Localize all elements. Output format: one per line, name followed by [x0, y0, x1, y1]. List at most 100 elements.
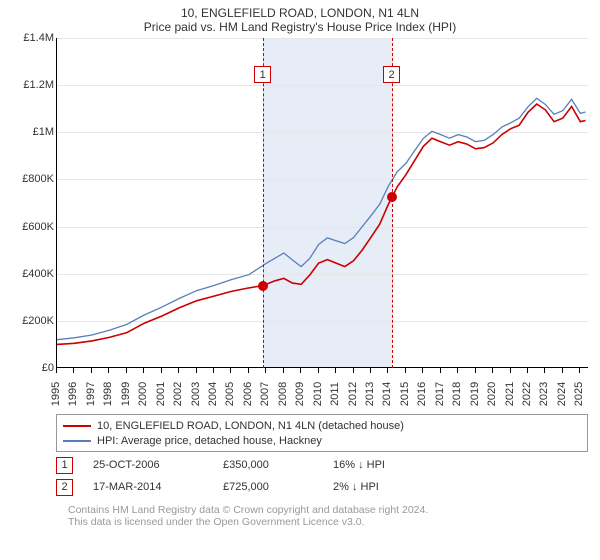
x-tick-label: 2009 [294, 382, 306, 406]
y-tick-label: £1M [33, 126, 54, 138]
x-tick-label: 2007 [259, 382, 271, 406]
x-tick-label: 1999 [120, 382, 132, 406]
legend-label: HPI: Average price, detached house, Hack… [97, 435, 322, 447]
x-tick-label: 2025 [573, 382, 585, 406]
x-tick-mark [73, 368, 74, 373]
x-tick-label: 2000 [137, 382, 149, 406]
x-tick-label: 2014 [381, 382, 393, 406]
x-tick-label: 2003 [190, 382, 202, 406]
x-tick-label: 2010 [312, 382, 324, 406]
x-tick-label: 2021 [504, 382, 516, 406]
annotation-box-1: 1 [254, 66, 271, 83]
x-tick-mark [387, 368, 388, 373]
x-tick-mark [475, 368, 476, 373]
price-row: 1 25-OCT-2006 £350,000 16% ↓ HPI [56, 454, 588, 476]
annotation-vline-2 [392, 38, 393, 368]
legend-row: 10, ENGLEFIELD ROAD, LONDON, N1 4LN (det… [63, 418, 581, 433]
x-tick-label: 1997 [85, 382, 97, 406]
x-tick-label: 2004 [207, 382, 219, 406]
footer-line2: This data is licensed under the Open Gov… [68, 516, 588, 528]
x-tick-mark [178, 368, 179, 373]
x-tick-mark [283, 368, 284, 373]
price-row-price: £350,000 [223, 459, 313, 471]
y-tick-label: £0 [42, 362, 54, 374]
series-red [57, 104, 586, 344]
legend-label: 10, ENGLEFIELD ROAD, LONDON, N1 4LN (det… [97, 420, 404, 432]
x-tick-mark [492, 368, 493, 373]
x-tick-mark [370, 368, 371, 373]
line-svg [57, 38, 588, 367]
price-row-pct: 2% ↓ HPI [333, 481, 423, 493]
chart-container: 10, ENGLEFIELD ROAD, LONDON, N1 4LN Pric… [0, 0, 600, 560]
x-tick-mark [56, 368, 57, 373]
x-tick-label: 2001 [155, 382, 167, 406]
x-tick-label: 2008 [277, 382, 289, 406]
x-tick-mark [527, 368, 528, 373]
annotation-vline-1 [263, 38, 264, 368]
title-line2: Price paid vs. HM Land Registry's House … [12, 20, 588, 34]
x-tick-label: 2020 [486, 382, 498, 406]
price-row-price: £725,000 [223, 481, 313, 493]
legend-row: HPI: Average price, detached house, Hack… [63, 433, 581, 448]
series-blue [57, 98, 586, 339]
x-tick-label: 2022 [521, 382, 533, 406]
price-row-date: 25-OCT-2006 [93, 459, 203, 471]
x-tick-label: 1996 [67, 382, 79, 406]
x-tick-mark [422, 368, 423, 373]
footer-line1: Contains HM Land Registry data © Crown c… [68, 504, 588, 516]
x-tick-label: 2012 [347, 382, 359, 406]
annotation-box-2: 2 [383, 66, 400, 83]
price-row: 217-MAR-2014£725,0002% ↓ HPI [56, 476, 588, 498]
y-tick-label: £1.2M [23, 79, 54, 91]
x-tick-label: 2023 [538, 382, 550, 406]
x-tick-label: 1998 [102, 382, 114, 406]
x-tick-mark [318, 368, 319, 373]
y-tick-label: £400K [22, 268, 54, 280]
x-tick-mark [196, 368, 197, 373]
x-tick-label: 2005 [224, 382, 236, 406]
title-line1: 10, ENGLEFIELD ROAD, LONDON, N1 4LN [12, 6, 588, 20]
price-row-num: 1 [56, 457, 73, 474]
x-tick-mark [510, 368, 511, 373]
x-tick-mark [248, 368, 249, 373]
x-tick-mark [213, 368, 214, 373]
price-row-num: 2 [56, 479, 73, 496]
x-tick-label: 1995 [50, 382, 62, 406]
x-tick-label: 2006 [242, 382, 254, 406]
y-tick-label: £600K [22, 221, 54, 233]
x-tick-label: 2017 [434, 382, 446, 406]
price-point-2 [387, 192, 397, 202]
x-tick-mark [457, 368, 458, 373]
legend-swatch [63, 440, 91, 442]
x-tick-mark [353, 368, 354, 373]
x-tick-mark [579, 368, 580, 373]
x-tick-mark [562, 368, 563, 373]
x-tick-mark [91, 368, 92, 373]
x-tick-mark [335, 368, 336, 373]
x-tick-mark [126, 368, 127, 373]
price-row-pct: 16% ↓ HPI [333, 459, 423, 471]
x-tick-label: 2002 [172, 382, 184, 406]
x-tick-mark [161, 368, 162, 373]
y-tick-label: £1.4M [23, 32, 54, 44]
x-tick-label: 2016 [416, 382, 428, 406]
x-tick-label: 2015 [399, 382, 411, 406]
x-tick-label: 2013 [364, 382, 376, 406]
x-tick-mark [265, 368, 266, 373]
x-tick-mark [230, 368, 231, 373]
x-tick-label: 2018 [451, 382, 463, 406]
y-tick-label: £200K [22, 315, 54, 327]
x-tick-mark [300, 368, 301, 373]
legend-swatch [63, 425, 91, 427]
x-tick-label: 2019 [469, 382, 481, 406]
footer-text: Contains HM Land Registry data © Crown c… [68, 504, 588, 528]
chart-wrap: 12 £0£200K£400K£600K£800K£1M£1.2M£1.4M 1… [12, 38, 588, 412]
x-tick-mark [544, 368, 545, 373]
x-tick-label: 2024 [556, 382, 568, 406]
x-tick-label: 2011 [329, 382, 341, 406]
price-table: 125-OCT-2006£350,00016% ↓ HPI217-MAR-201… [56, 454, 588, 498]
legend-box: 10, ENGLEFIELD ROAD, LONDON, N1 4LN (det… [56, 414, 588, 452]
price-point-1 [258, 281, 268, 291]
plot-area: 12 [56, 38, 588, 368]
x-tick-mark [108, 368, 109, 373]
